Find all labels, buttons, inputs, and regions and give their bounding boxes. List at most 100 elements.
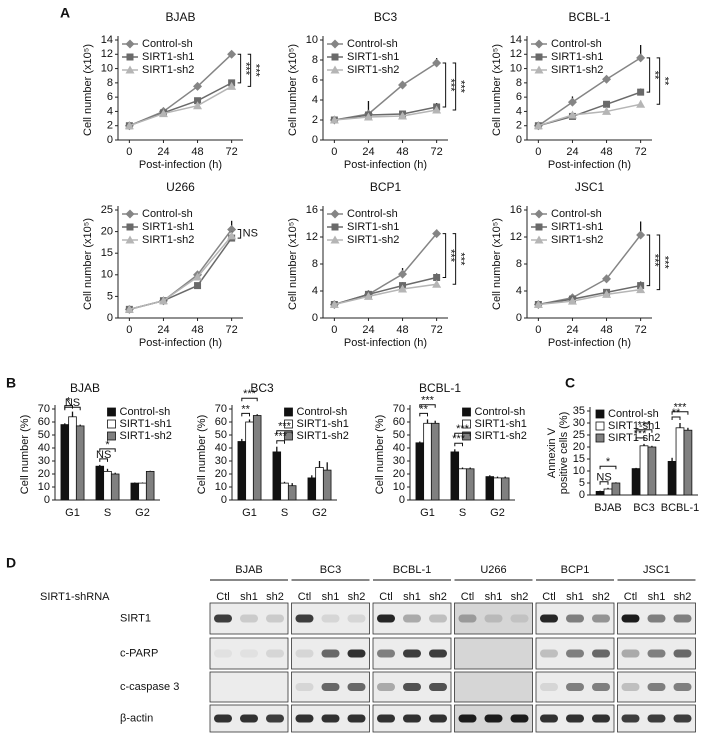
blot-strip <box>209 637 289 670</box>
significance-label: *** <box>243 388 257 400</box>
y-tick-label: 0 <box>516 134 522 146</box>
chart-title: JSC1 <box>575 180 605 194</box>
legend-marker <box>125 39 135 49</box>
blot-band <box>214 714 232 723</box>
legend-marker <box>330 235 340 244</box>
legend-label: SIRT1-sh1 <box>475 418 527 430</box>
bar <box>272 451 282 501</box>
y-tick-label: 12 <box>306 231 318 243</box>
blot-band <box>429 683 447 691</box>
bar <box>68 416 77 501</box>
significance-bracket <box>419 412 428 417</box>
y-tick-label: 70 <box>215 403 227 415</box>
blot-band <box>240 714 258 723</box>
x-axis-title: Post-infection (h) <box>344 337 427 349</box>
legend-label: SIRT1-sh2 <box>297 430 349 442</box>
bar <box>252 415 262 501</box>
significance-bracket <box>442 62 447 108</box>
significance-label: *** <box>240 62 252 76</box>
lane-label: sh2 <box>674 591 692 603</box>
significance-bracket <box>241 397 258 402</box>
y-tick-label: 10 <box>215 481 227 493</box>
significance-label: *** <box>452 433 466 445</box>
lane-label: Ctl <box>379 591 392 603</box>
data-point <box>432 229 442 239</box>
chart-title: BJAB <box>70 381 100 395</box>
legend-marker <box>534 235 544 244</box>
legend-label: SIRT1-sh2 <box>120 430 172 442</box>
blot-band <box>321 649 340 658</box>
blot-band <box>347 714 366 723</box>
y-tick-label: 4 <box>516 105 522 117</box>
y-tick-label: 4 <box>312 94 318 106</box>
blot-band <box>540 614 558 623</box>
x-tick-label: G1 <box>242 507 257 519</box>
significance-bracket <box>452 62 457 111</box>
y-tick-label: 10 <box>101 62 113 74</box>
x-tick-label: 24 <box>566 324 578 336</box>
x-tick-label: 72 <box>635 146 647 158</box>
blot-band <box>647 714 666 723</box>
legend-label: SIRT1-sh1 <box>551 51 603 63</box>
bar <box>603 488 613 496</box>
x-axis-title: Post-infection (h) <box>139 159 222 171</box>
y-tick-label: 4 <box>312 285 318 297</box>
data-point <box>329 115 339 124</box>
significance-bracket <box>656 234 661 291</box>
y-axis-title: Cell number (%) <box>374 415 386 494</box>
y-tick-label: 10 <box>510 62 522 74</box>
blot-band <box>377 683 395 691</box>
blot-band <box>403 649 421 658</box>
y-tick-label: 0 <box>579 489 585 501</box>
chart-title: BC3 <box>250 381 274 395</box>
y-tick-label: 10 <box>573 465 585 477</box>
legend-swatch <box>462 407 471 417</box>
blot-band <box>510 614 529 623</box>
legend-swatch <box>595 433 605 443</box>
y-axis-title: Annexin V <box>546 427 558 478</box>
significance-bracket <box>442 233 447 278</box>
y-tick-label: 14 <box>510 34 522 46</box>
x-tick-label: 72 <box>226 146 238 158</box>
x-axis-title: Post-infection (h) <box>548 337 631 349</box>
blot-band <box>214 614 232 623</box>
legend-label: SIRT1-sh2 <box>347 234 399 246</box>
x-tick-label: G1 <box>65 507 80 519</box>
x-tick-label: 48 <box>191 324 203 336</box>
legend-label: Control-sh <box>551 208 602 220</box>
lane-label: sh2 <box>348 591 366 603</box>
significance-bracket <box>452 233 457 285</box>
bar <box>500 477 510 501</box>
y-axis-title: Cell number (x10⁵) <box>491 44 503 136</box>
blot-band <box>592 614 610 623</box>
data-point <box>636 99 646 108</box>
data-point <box>194 282 202 290</box>
x-tick-label: 24 <box>157 324 169 336</box>
y-tick-label: 12 <box>101 48 113 60</box>
cell-line-label: JSC1 <box>643 564 670 576</box>
significance-label: *** <box>634 428 648 440</box>
blot-strip <box>454 671 533 703</box>
blot-band <box>266 649 284 658</box>
y-tick-label: 20 <box>393 468 405 480</box>
legend-label: SIRT1-sh2 <box>142 64 194 76</box>
lane-label: sh2 <box>511 591 529 603</box>
x-tick-label: S <box>104 507 111 519</box>
blot-band <box>240 649 258 658</box>
x-tick-label: BCBL-1 <box>661 502 700 514</box>
legend-label: SIRT1-sh2 <box>608 432 660 444</box>
blot-band <box>321 683 340 691</box>
panel-label: A <box>60 5 70 21</box>
series-line <box>334 109 437 121</box>
y-tick-label: 10 <box>393 481 405 493</box>
y-tick-label: 50 <box>393 429 405 441</box>
legend-label: Control-sh <box>297 406 348 418</box>
x-tick-label: 24 <box>362 324 374 336</box>
blot-band <box>566 714 584 723</box>
significance-label: *** <box>674 402 688 414</box>
y-tick-label: 60 <box>38 416 50 428</box>
data-point <box>533 121 543 130</box>
legend-label: SIRT1-sh2 <box>347 64 399 76</box>
data-point <box>398 284 408 293</box>
legend-label: SIRT1-sh1 <box>608 420 660 432</box>
